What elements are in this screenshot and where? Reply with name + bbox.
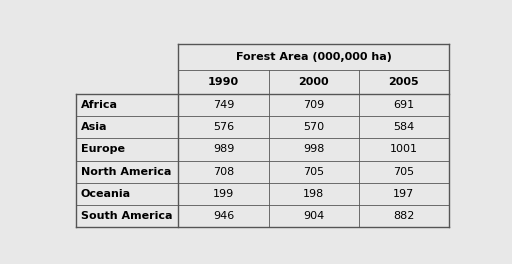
Text: Asia: Asia bbox=[81, 122, 107, 132]
Text: 584: 584 bbox=[393, 122, 414, 132]
Text: 1990: 1990 bbox=[208, 77, 239, 87]
Text: 1001: 1001 bbox=[390, 144, 418, 154]
Text: Forest Area (000,000 ha): Forest Area (000,000 ha) bbox=[236, 52, 392, 62]
Text: 198: 198 bbox=[303, 189, 324, 199]
Text: 2000: 2000 bbox=[298, 77, 329, 87]
Text: Europe: Europe bbox=[81, 144, 124, 154]
Text: 989: 989 bbox=[213, 144, 234, 154]
Text: 946: 946 bbox=[213, 211, 234, 221]
Text: Oceania: Oceania bbox=[81, 189, 131, 199]
Text: 882: 882 bbox=[393, 211, 415, 221]
Text: Africa: Africa bbox=[81, 100, 118, 110]
Text: 749: 749 bbox=[213, 100, 234, 110]
Text: 576: 576 bbox=[213, 122, 234, 132]
Text: 709: 709 bbox=[303, 100, 324, 110]
Text: 199: 199 bbox=[213, 189, 234, 199]
Text: South America: South America bbox=[81, 211, 172, 221]
Text: 570: 570 bbox=[303, 122, 324, 132]
Text: 2005: 2005 bbox=[389, 77, 419, 87]
Text: 197: 197 bbox=[393, 189, 414, 199]
Text: 998: 998 bbox=[303, 144, 325, 154]
Text: North America: North America bbox=[81, 167, 171, 177]
Text: 705: 705 bbox=[303, 167, 324, 177]
Text: 904: 904 bbox=[303, 211, 324, 221]
Text: 705: 705 bbox=[393, 167, 414, 177]
Text: 691: 691 bbox=[393, 100, 414, 110]
Text: 708: 708 bbox=[213, 167, 234, 177]
